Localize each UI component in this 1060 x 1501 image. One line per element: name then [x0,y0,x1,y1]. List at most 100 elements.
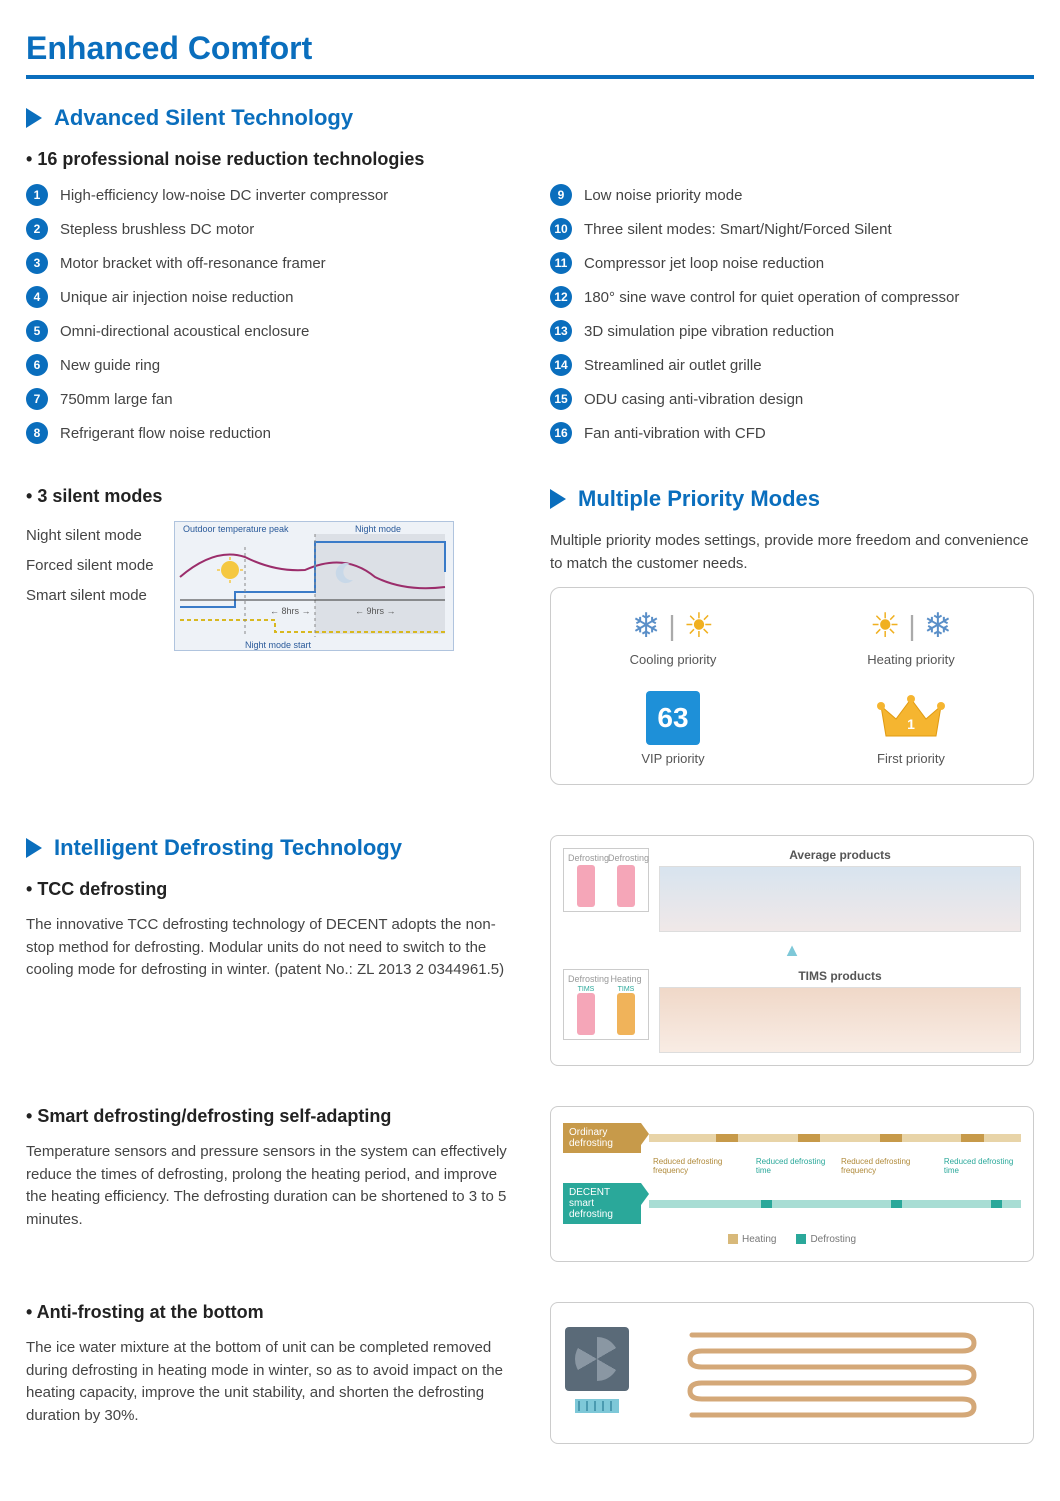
tech-item: 8 Refrigerant flow noise reduction [26,422,510,444]
timeline-bar-ordinary [649,1134,1021,1142]
priority-box: ❄|☀ Cooling priority ☀|❄ Heating priorit… [550,587,1034,785]
tech-label: High-efficiency low-noise DC inverter co… [60,187,388,204]
fan-icon [575,1337,619,1381]
tims-units: DefrostingTIMS HeatingTIMS [563,969,649,1040]
tech-item: 15ODU casing anti-vibration design [550,388,1034,410]
title-rule [26,75,1034,79]
tech-item: 12180° sine wave control for quiet opera… [550,286,1034,308]
triangle-icon [550,489,566,509]
number-badge: 8 [26,422,48,444]
svg-text:Night mode start: Night mode start [245,640,312,650]
svg-text:← 8hrs →: ← 8hrs → [270,606,311,616]
tcc-body: The innovative TCC defrosting technology… [26,914,510,982]
timeline-legend: Heating Defrosting [563,1234,1021,1245]
tech-item: 14 Streamlined air outlet grille [550,354,1034,376]
number-badge: 4 [26,286,48,308]
number-badge: 13 [550,320,572,342]
tech-list-right: 9 Low noise priority mode 10 Three silent m… [550,184,1034,456]
svg-text:← 9hrs →: ← 9hrs → [355,606,396,616]
tims-title: TIMS products [659,969,1021,983]
number-badge: 5 [26,320,48,342]
heating-coil-icon [645,1323,1019,1423]
tech-item: 6 New guide ring [26,354,510,376]
tech-label: Unique air injection noise reduction [60,289,293,306]
tech-label: Omni-directional acoustical enclosure [60,323,309,340]
silent-mode-list: Night silent modeForced silent modeSmart… [26,521,154,611]
vip-number: 63 [646,691,700,745]
priority-body: Multiple priority modes settings, provid… [550,530,1034,575]
section-heading-priority: Multiple Priority Modes [550,486,1034,512]
timeline-label-ordinary: Ordinary defrosting [563,1123,641,1153]
timeline-bar-smart [649,1200,1021,1208]
tech-label: Low noise priority mode [584,187,742,204]
number-badge: 9 [550,184,572,206]
heading-text: Advanced Silent Technology [54,105,353,131]
priority-label: Heating priority [807,652,1015,667]
tech-item: 9 Low noise priority mode [550,184,1034,206]
avg-title: Average products [659,848,1021,862]
timeline-box: Ordinary defrosting Reduced defrosting f… [550,1106,1034,1262]
tech-columns: 1High-efficiency low-noise DC inverter c… [26,184,1034,456]
anti-body: The ice water mixture at the bottom of u… [26,1337,510,1427]
section-heading-silent: Advanced Silent Technology [26,105,1034,131]
tech-list-left: 1High-efficiency low-noise DC inverter c… [26,184,510,456]
tech-item: 3 Motor bracket with off-resonance framer [26,252,510,274]
heading-text: Intelligent Defrosting Technology [54,835,402,861]
priority-modes-block: Multiple Priority Modes Multiple priorit… [550,486,1034,785]
silent-mode-item: Night silent mode [26,521,154,551]
subheading-tcc: TCC defrosting [26,879,510,900]
subheading-3modes: 3 silent modes [26,486,510,507]
subheading-smart: Smart defrosting/defrosting self-adaptin… [26,1106,510,1127]
section-heading-defrost: Intelligent Defrosting Technology [26,835,510,861]
number-badge: 10 [550,218,572,240]
timeline-sublabels: Reduced defrosting frequency Reduced def… [653,1157,1021,1175]
number-badge: 15 [550,388,572,410]
priority-first: 1 First priority [807,691,1015,766]
svg-text:Outdoor temperature peak: Outdoor temperature peak [183,524,289,534]
crown-icon: 1 [876,691,946,745]
room-image-tims [659,987,1021,1053]
number-badge: 14 [550,354,572,376]
tech-label: Streamlined air outlet grille [584,357,762,374]
tech-label: Three silent modes: Smart/Night/Forced S… [584,221,892,238]
silent-mode-chart: Outdoor temperature peak Night mode Nigh… [174,521,454,651]
priority-vip: 63 VIP priority [569,691,777,766]
triangle-icon [26,108,42,128]
priority-label: First priority [807,751,1015,766]
silent-mode-item: Smart silent mode [26,581,154,611]
number-badge: 6 [26,354,48,376]
svg-text:Night mode: Night mode [355,524,401,534]
number-badge: 11 [550,252,572,274]
anti-frost-box [550,1302,1034,1444]
tech-label: Fan anti-vibration with CFD [584,425,766,442]
base-coil-icon [565,1391,629,1417]
tech-label: Motor bracket with off-resonance framer [60,255,326,272]
timeline-label-smart: DECENT smart defrosting [563,1183,641,1224]
priority-label: Cooling priority [569,652,777,667]
tech-item: 10 Three silent modes: Smart/Night/Forced… [550,218,1034,240]
silent-modes-block: 3 silent modes Night silent modeForced s… [26,486,510,785]
tech-label: New guide ring [60,357,160,374]
subheading-anti: Anti-frosting at the bottom [26,1302,510,1323]
tech-label: Refrigerant flow noise reduction [60,425,271,442]
tech-item: 1High-efficiency low-noise DC inverter c… [26,184,510,206]
room-image-avg [659,866,1021,932]
tech-item: 13 3D simulation pipe vibration reduction [550,320,1034,342]
smart-body: Temperature sensors and pressure sensors… [26,1141,510,1231]
fan-unit [565,1327,629,1420]
tech-label: 3D simulation pipe vibration reduction [584,323,834,340]
priority-cooling: ❄|☀ Cooling priority [569,606,777,667]
tech-label: Compressor jet loop noise reduction [584,255,824,272]
avg-units: Defrosting Defrosting [563,848,649,912]
tech-item: 16Fan anti-vibration with CFD [550,422,1034,444]
priority-heating: ☀|❄ Heating priority [807,606,1015,667]
triangle-icon [26,838,42,858]
tech-label: 750mm large fan [60,391,173,408]
number-badge: 3 [26,252,48,274]
arrow-up-icon: ▲ [563,940,1021,961]
tech-item: 11 Compressor jet loop noise reduction [550,252,1034,274]
tech-label: Stepless brushless DC motor [60,221,254,238]
silent-mode-item: Forced silent mode [26,551,154,581]
svg-text:1: 1 [907,716,915,732]
heading-text: Multiple Priority Modes [578,486,820,512]
